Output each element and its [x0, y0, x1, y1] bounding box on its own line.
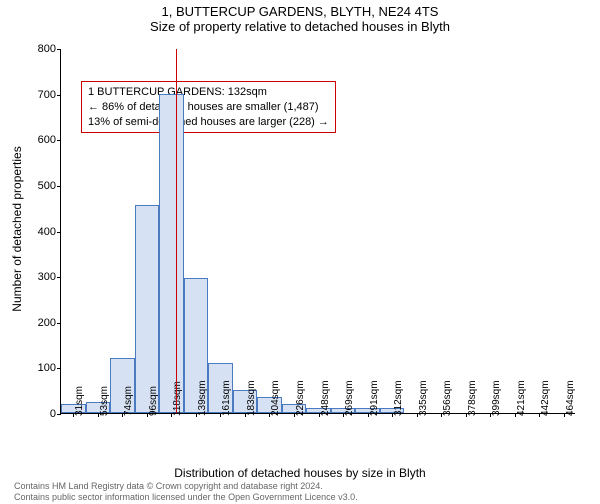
y-tick-label: 800	[38, 43, 56, 55]
y-tick-mark	[57, 49, 61, 50]
title-sub: Size of property relative to detached ho…	[0, 19, 600, 34]
title-main: 1, BUTTERCUP GARDENS, BLYTH, NE24 4TS	[0, 4, 600, 19]
x-tick-label: 31sqm	[74, 386, 85, 416]
y-tick-mark	[57, 277, 61, 278]
x-tick-label: 118sqm	[172, 381, 183, 416]
y-axis-label: Number of detached properties	[10, 146, 24, 311]
chart-container: 1, BUTTERCUP GARDENS, BLYTH, NE24 4TS Si…	[0, 4, 600, 504]
y-tick-label: 600	[38, 134, 56, 146]
x-tick-label: 421sqm	[516, 380, 527, 416]
x-tick-label: 291sqm	[369, 380, 380, 416]
marker-line	[176, 49, 177, 413]
plot-area: 1 BUTTERCUP GARDENS: 132sqm ← 86% of det…	[60, 49, 575, 414]
annotation-box: 1 BUTTERCUP GARDENS: 132sqm ← 86% of det…	[81, 81, 336, 134]
x-tick-label: 248sqm	[320, 380, 331, 416]
x-tick-label: 269sqm	[344, 380, 355, 416]
histogram-bar	[135, 205, 160, 413]
x-tick-label: 74sqm	[123, 386, 134, 416]
y-tick-mark	[57, 414, 61, 415]
y-tick-mark	[57, 232, 61, 233]
x-tick-label: 335sqm	[418, 380, 429, 416]
x-tick-label: 226sqm	[295, 380, 306, 416]
attribution-line-1: Contains HM Land Registry data © Crown c…	[14, 481, 358, 492]
y-tick-label: 100	[38, 362, 56, 374]
y-tick-label: 300	[38, 271, 56, 283]
annotation-line-2: ← 86% of detached houses are smaller (1,…	[88, 100, 329, 115]
y-tick-mark	[57, 140, 61, 141]
x-tick-label: 139sqm	[197, 380, 208, 416]
x-tick-label: 53sqm	[99, 386, 110, 416]
x-tick-label: 204sqm	[270, 380, 281, 416]
x-tick-label: 96sqm	[148, 386, 159, 416]
y-tick-label: 700	[38, 89, 56, 101]
attribution-line-2: Contains public sector information licen…	[14, 492, 358, 503]
annotation-line-1: 1 BUTTERCUP GARDENS: 132sqm	[88, 85, 329, 100]
x-tick-label: 312sqm	[393, 380, 404, 416]
x-axis-label: Distribution of detached houses by size …	[0, 466, 600, 480]
y-tick-label: 0	[50, 408, 56, 420]
y-tick-mark	[57, 323, 61, 324]
x-tick-label: 399sqm	[491, 380, 502, 416]
x-tick-label: 378sqm	[467, 380, 478, 416]
y-tick-mark	[57, 368, 61, 369]
y-tick-mark	[57, 95, 61, 96]
x-tick-label: 183sqm	[246, 380, 257, 416]
y-tick-label: 500	[38, 180, 56, 192]
x-tick-label: 356sqm	[442, 380, 453, 416]
annotation-line-3: 13% of semi-detached houses are larger (…	[88, 115, 329, 130]
y-tick-mark	[57, 186, 61, 187]
x-tick-label: 442sqm	[540, 380, 551, 416]
x-tick-label: 161sqm	[221, 380, 232, 416]
y-tick-label: 200	[38, 317, 56, 329]
x-tick-label: 464sqm	[565, 380, 576, 416]
y-tick-label: 400	[38, 226, 56, 238]
histogram-bar	[159, 94, 184, 413]
